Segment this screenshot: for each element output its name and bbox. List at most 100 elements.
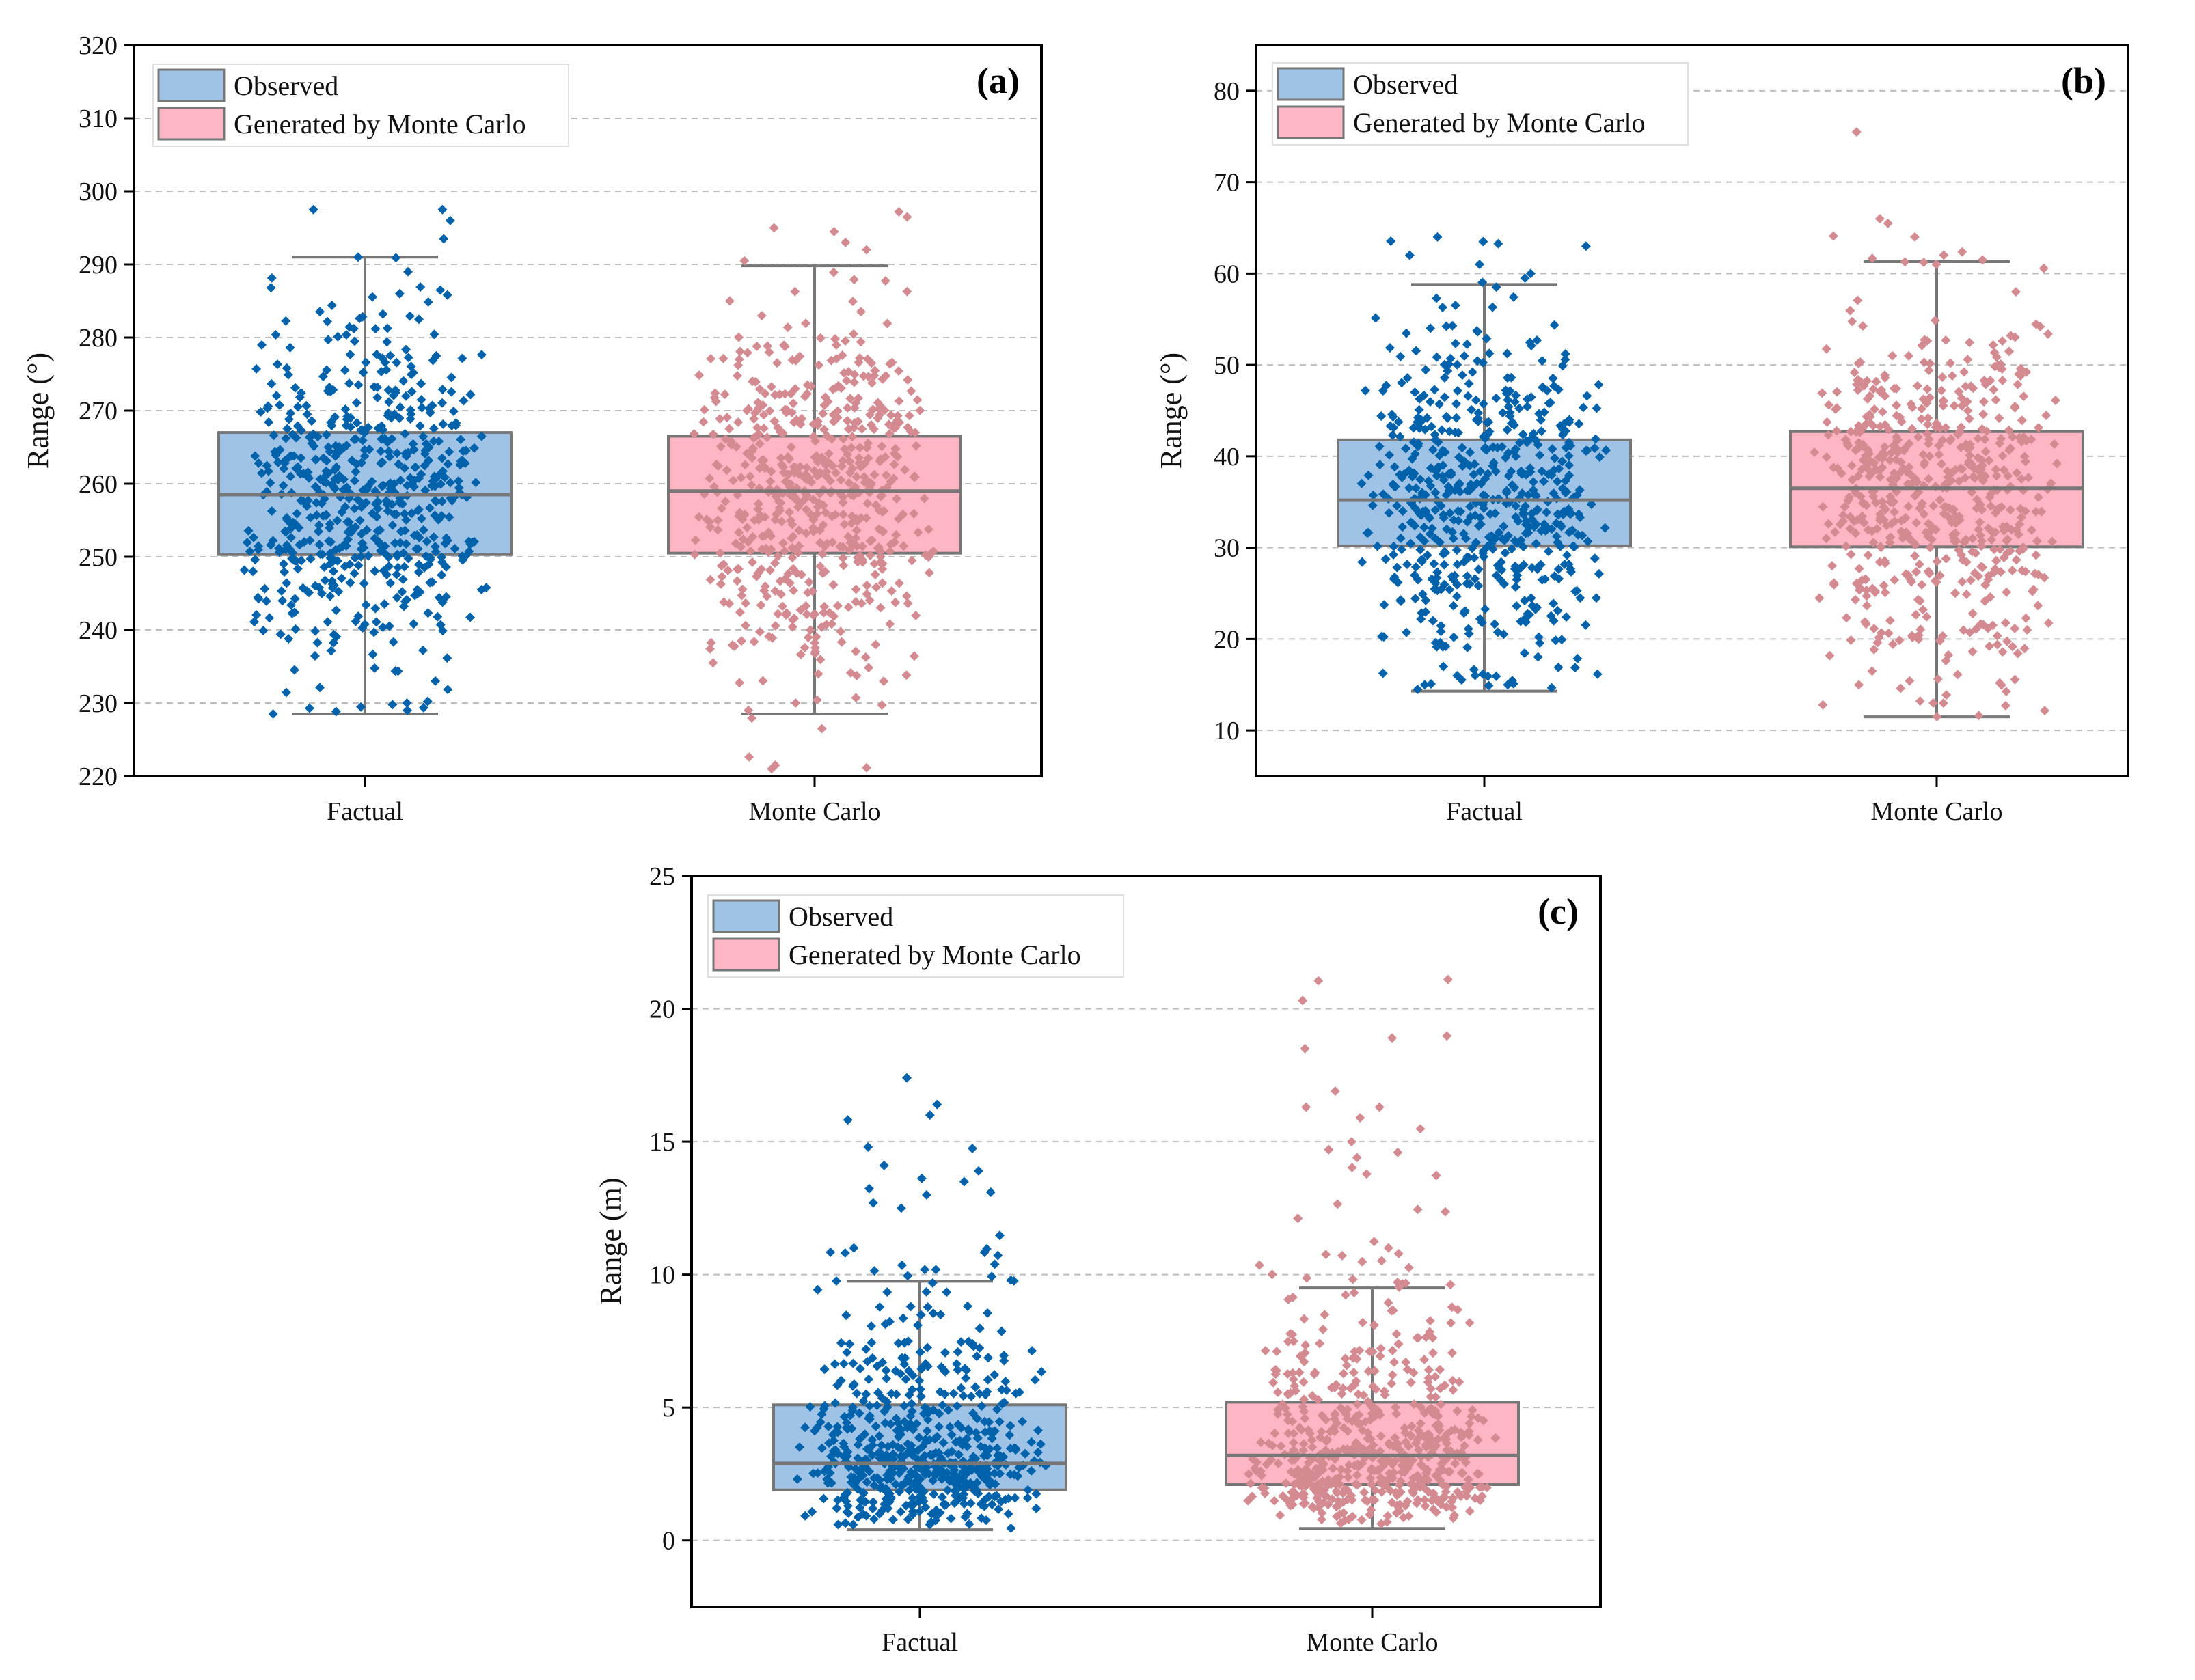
data-point (1961, 534, 1971, 545)
data-point (465, 612, 476, 622)
data-point (828, 1430, 838, 1440)
data-point (1475, 466, 1486, 476)
data-point (1863, 550, 1873, 560)
data-point (1868, 384, 1879, 394)
data-point (1883, 424, 1894, 435)
data-point (400, 525, 410, 536)
data-point (325, 523, 335, 533)
data-point (457, 353, 467, 363)
data-point (1005, 1420, 1015, 1431)
data-point (357, 435, 368, 445)
data-point (922, 1426, 932, 1436)
data-point (1434, 537, 1445, 547)
data-point (1557, 484, 1568, 494)
data-point (818, 409, 828, 419)
data-point (1425, 1316, 1435, 1326)
data-point (1397, 378, 1407, 388)
data-point (1831, 403, 1842, 413)
data-point (1590, 553, 1600, 564)
data-point (1288, 1374, 1298, 1384)
data-point (1381, 381, 1391, 391)
data-point (841, 1518, 851, 1528)
data-point (832, 1503, 842, 1513)
data-point (1514, 437, 1525, 447)
data-point (1272, 1409, 1283, 1419)
data-point (1361, 1169, 1372, 1179)
data-point (1911, 518, 1922, 528)
data-point (874, 410, 884, 420)
data-point (855, 1502, 865, 1513)
data-point (1491, 282, 1501, 292)
data-point (1885, 616, 1895, 626)
data-point (812, 508, 822, 519)
data-point (1915, 624, 1926, 635)
y-tick-label: 30 (1214, 534, 1240, 563)
data-point (1378, 632, 1389, 642)
data-point (924, 1469, 934, 1479)
data-point (808, 610, 819, 620)
data-point (1470, 510, 1480, 521)
data-point (959, 1499, 969, 1509)
data-point (1867, 526, 1877, 536)
data-point (1849, 368, 1859, 378)
data-point (1436, 584, 1446, 594)
data-point (442, 290, 452, 300)
data-point (843, 1424, 853, 1434)
data-point (957, 1440, 968, 1450)
data-point (1289, 1429, 1299, 1439)
data-point (1518, 560, 1529, 570)
data-point (1283, 1389, 1293, 1399)
data-point (407, 387, 417, 397)
data-point (788, 532, 798, 542)
data-point (375, 546, 385, 556)
data-point (1309, 1369, 1320, 1379)
data-point (956, 1383, 966, 1393)
data-point (905, 1411, 916, 1421)
data-point (1434, 399, 1445, 409)
data-point (787, 553, 797, 563)
data-point (1934, 450, 1944, 460)
data-point (409, 619, 419, 629)
data-point (851, 1388, 862, 1399)
data-point (296, 426, 306, 436)
data-point (769, 223, 779, 233)
data-point (735, 678, 745, 688)
data-point (1935, 635, 1945, 646)
data-point (839, 560, 849, 570)
data-point (1341, 1360, 1352, 1371)
data-point (1387, 1473, 1398, 1483)
data-point (1926, 534, 1937, 545)
data-point (277, 596, 288, 606)
data-point (1473, 416, 1484, 426)
data-point (836, 475, 846, 485)
data-point (952, 1401, 962, 1411)
data-point (997, 1399, 1007, 1409)
data-point (1865, 456, 1875, 466)
data-point (1924, 366, 1934, 376)
data-point (1965, 627, 1975, 637)
data-point (423, 608, 433, 618)
data-point (2033, 492, 2043, 502)
data-point (1389, 541, 1399, 551)
data-point (920, 1403, 930, 1413)
data-point (435, 285, 446, 295)
data-point (279, 463, 289, 473)
data-point (1298, 1489, 1309, 1499)
data-point (715, 548, 725, 558)
data-point (840, 335, 850, 346)
data-point (278, 559, 288, 569)
data-point (717, 504, 727, 514)
data-point (369, 627, 379, 637)
data-point (1969, 473, 1980, 483)
data-point (849, 329, 859, 339)
data-point (737, 636, 747, 646)
data-point (771, 491, 781, 501)
data-point (1818, 700, 1828, 710)
data-point (420, 460, 430, 471)
data-point (983, 1308, 993, 1318)
data-point (1478, 236, 1488, 247)
data-point (1415, 510, 1426, 520)
data-point (1561, 612, 1571, 622)
